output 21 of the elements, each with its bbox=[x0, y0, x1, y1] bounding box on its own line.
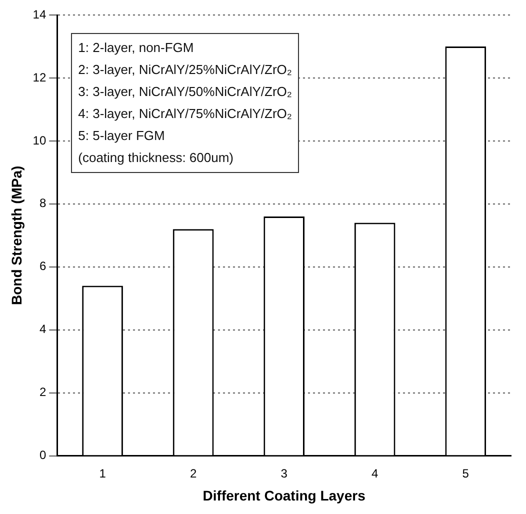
x-tick-label: 1 bbox=[99, 466, 106, 480]
y-tick-label: 10 bbox=[32, 133, 46, 148]
annotation: 2: 3-layer, NiCrAlY/25%NiCrAlY/ZrO₂ bbox=[78, 61, 292, 79]
x-tick-label: 5 bbox=[462, 466, 470, 480]
x-axis-title: Different Coating Layers bbox=[202, 487, 366, 504]
y-tick-label: 0 bbox=[39, 448, 46, 462]
y-axis-title: Bond Strength (MPa) bbox=[8, 166, 24, 306]
annotation: 4: 3-layer, NiCrAlY/75%NiCrAlY/ZrO₂ bbox=[78, 105, 292, 123]
y-tick-label: 2 bbox=[39, 385, 46, 400]
y-tick-label: 6 bbox=[39, 259, 46, 274]
annotation: 3: 3-layer, NiCrAlY/50%NiCrAlY/ZrO₂ bbox=[78, 83, 292, 101]
y-tick-label: 8 bbox=[39, 196, 46, 210]
annotation: (coating thickness: 600um) bbox=[78, 149, 234, 167]
annotation: 5: 5-layer FGM bbox=[78, 127, 166, 145]
y-tick-label: 4 bbox=[39, 322, 46, 336]
x-tick-label: 4 bbox=[372, 466, 378, 480]
annotation: 1: 2-layer, non-FGM bbox=[78, 39, 195, 57]
y-tick-label: 12 bbox=[32, 70, 46, 84]
x-tick-label: 2 bbox=[190, 466, 197, 480]
y-tick-label: 14 bbox=[32, 7, 46, 22]
x-tick-label: 3 bbox=[280, 466, 288, 480]
